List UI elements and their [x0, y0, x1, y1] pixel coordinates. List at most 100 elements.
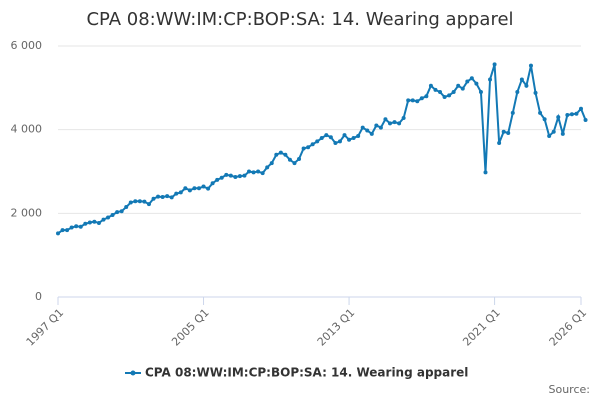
- point: [219, 175, 224, 180]
- point: [560, 131, 565, 136]
- point: [501, 129, 506, 134]
- legend-marker: [130, 370, 136, 376]
- point: [488, 77, 493, 82]
- point: [87, 220, 92, 225]
- point: [301, 146, 306, 151]
- point: [278, 150, 283, 155]
- point: [515, 90, 520, 95]
- point: [56, 231, 60, 236]
- point: [492, 62, 497, 67]
- point: [101, 217, 106, 222]
- y-tick-label: 4 000: [11, 123, 43, 136]
- point: [451, 90, 456, 95]
- point: [192, 186, 197, 191]
- point: [392, 120, 397, 125]
- point: [274, 152, 279, 157]
- point: [242, 173, 247, 178]
- point: [538, 110, 543, 115]
- point: [151, 196, 156, 201]
- legend-label: CPA 08:WW:IM:CP:BOP:SA: 14. Wearing appa…: [145, 366, 468, 380]
- point: [406, 98, 411, 103]
- point: [360, 125, 365, 130]
- point: [324, 133, 329, 138]
- y-tick-label: 2 000: [11, 206, 43, 219]
- y-tick-label: 6 000: [11, 39, 43, 52]
- point: [347, 137, 352, 142]
- point: [156, 194, 161, 199]
- point: [251, 170, 256, 175]
- point: [315, 139, 320, 144]
- point: [374, 123, 379, 128]
- point: [269, 161, 274, 166]
- point: [579, 106, 583, 111]
- point: [551, 129, 556, 134]
- point: [74, 224, 79, 229]
- point: [65, 228, 70, 233]
- point: [574, 111, 579, 116]
- x-tick-label: 1997 Q1: [24, 306, 67, 349]
- point: [547, 133, 552, 138]
- point: [533, 90, 538, 95]
- point: [310, 142, 315, 147]
- point: [424, 94, 429, 99]
- point: [510, 110, 515, 115]
- point: [460, 86, 465, 91]
- point: [292, 161, 297, 166]
- point: [542, 117, 547, 122]
- point: [247, 169, 252, 174]
- point: [478, 90, 483, 95]
- chart-title: CPA 08:WW:IM:CP:BOP:SA: 14. Wearing appa…: [86, 9, 513, 30]
- x-tick-label: 2021 Q1: [460, 306, 503, 349]
- point: [438, 90, 443, 95]
- point: [60, 228, 65, 233]
- point: [524, 83, 529, 88]
- point: [306, 145, 311, 150]
- point: [237, 174, 242, 179]
- point: [169, 195, 174, 200]
- point: [565, 113, 570, 118]
- point: [401, 115, 406, 120]
- point: [78, 224, 83, 229]
- point: [165, 194, 170, 199]
- point: [419, 96, 424, 101]
- point: [137, 199, 142, 204]
- point: [483, 170, 488, 175]
- point: [369, 131, 374, 136]
- point: [556, 115, 561, 120]
- source: Source:: [549, 383, 591, 396]
- point: [469, 76, 474, 81]
- point: [447, 93, 452, 98]
- point: [328, 135, 333, 140]
- point: [569, 112, 574, 117]
- point: [497, 141, 502, 146]
- point: [333, 141, 338, 146]
- line: [57, 64, 587, 235]
- point: [519, 77, 524, 82]
- point: [342, 133, 347, 138]
- point: [387, 121, 392, 126]
- point: [224, 172, 229, 177]
- point: [442, 95, 447, 100]
- point: [124, 205, 129, 210]
- point: [287, 157, 292, 162]
- point: [265, 165, 270, 170]
- point: [146, 202, 151, 207]
- point: [201, 184, 206, 189]
- point: [106, 215, 111, 220]
- point: [465, 79, 470, 84]
- point: [583, 118, 588, 123]
- point: [233, 174, 238, 179]
- point: [69, 225, 74, 230]
- point: [528, 63, 533, 68]
- point: [256, 169, 261, 174]
- point: [187, 188, 192, 193]
- point: [196, 186, 201, 191]
- point: [433, 87, 438, 92]
- point: [474, 81, 479, 86]
- point: [365, 128, 370, 133]
- point: [397, 121, 402, 126]
- x-tick-label: 2013 Q1: [315, 306, 358, 349]
- point: [383, 117, 388, 122]
- point: [378, 125, 383, 130]
